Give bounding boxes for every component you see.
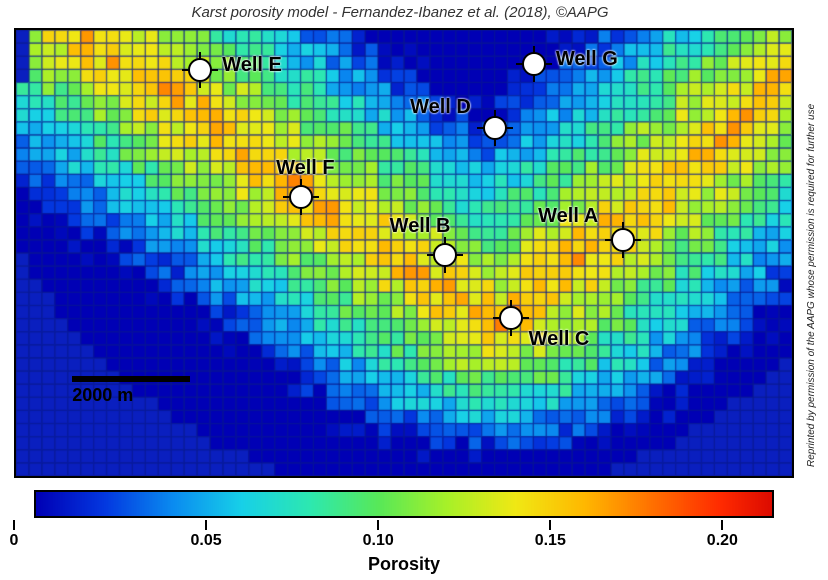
colorbar-tick-label: 0.20 <box>707 532 738 550</box>
colorbar-tick <box>549 520 551 530</box>
colorbar-tick-label: 0.15 <box>535 532 566 550</box>
colorbar-tick <box>721 520 723 530</box>
scale-bar: 2000 m <box>72 376 190 406</box>
colorbar-tick <box>205 520 207 530</box>
colorbar-tick-label: 0 <box>10 532 19 550</box>
side-credit-text: Reprinted by permission of the AAPG whos… <box>806 30 826 540</box>
colorbar-tick <box>13 520 15 530</box>
scale-bar-line <box>72 376 190 382</box>
scale-bar-label: 2000 m <box>72 385 190 406</box>
colorbar-tick-label: 0.05 <box>191 532 222 550</box>
porosity-colorbar <box>34 490 774 518</box>
colorbar-tick-label: 0.10 <box>363 532 394 550</box>
colorbar-tick <box>377 520 379 530</box>
porosity-heatmap <box>14 28 794 478</box>
colorbar-title: Porosity <box>0 554 808 575</box>
chart-title: Karst porosity model - Fernandez-Ibanez … <box>0 4 800 21</box>
